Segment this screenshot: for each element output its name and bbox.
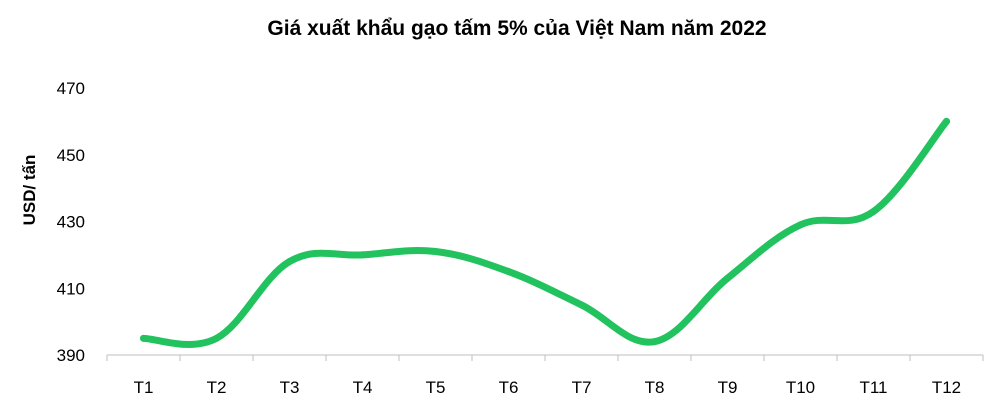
data-point — [140, 334, 147, 342]
data-points — [140, 117, 950, 346]
y-tick-labels: 390 410 430 450 470 — [57, 79, 85, 365]
x-tick-label: T5 — [426, 378, 446, 397]
data-point — [724, 274, 731, 282]
x-tick-label: T2 — [207, 378, 227, 397]
x-tick-labels: T1 T2 T3 T4 T5 T6 T7 T8 T9 T10 T11 T12 — [134, 378, 962, 397]
x-tick-label: T7 — [572, 378, 592, 397]
data-point — [213, 334, 220, 342]
data-point — [286, 258, 293, 266]
data-point — [359, 251, 366, 259]
x-tick-marks — [106, 355, 984, 361]
y-axis-label: USD/ tấn — [20, 155, 39, 226]
data-point — [870, 207, 877, 215]
x-tick-label: T8 — [645, 378, 665, 397]
x-tick-label: T1 — [134, 378, 154, 397]
data-point — [505, 268, 512, 276]
x-tick-label: T9 — [718, 378, 738, 397]
x-tick-label: T11 — [859, 378, 887, 397]
y-tick-label: 390 — [57, 346, 85, 365]
data-point — [797, 221, 804, 229]
data-point — [651, 338, 658, 346]
x-tick-label: T12 — [932, 378, 961, 397]
y-tick-label: 410 — [57, 279, 85, 298]
y-tick-label: 450 — [57, 146, 85, 165]
x-tick-label: T3 — [280, 378, 300, 397]
data-point — [432, 248, 439, 256]
data-point — [943, 117, 950, 125]
data-point — [578, 301, 585, 309]
x-tick-label: T6 — [499, 378, 519, 397]
series-line — [140, 117, 950, 348]
x-tick-label: T4 — [353, 378, 373, 397]
y-tick-label: 430 — [57, 213, 85, 232]
chart-title: Giá xuất khẩu gạo tấm 5% của Việt Nam nă… — [267, 17, 766, 40]
x-tick-label: T10 — [786, 378, 815, 397]
y-tick-label: 470 — [57, 79, 85, 98]
